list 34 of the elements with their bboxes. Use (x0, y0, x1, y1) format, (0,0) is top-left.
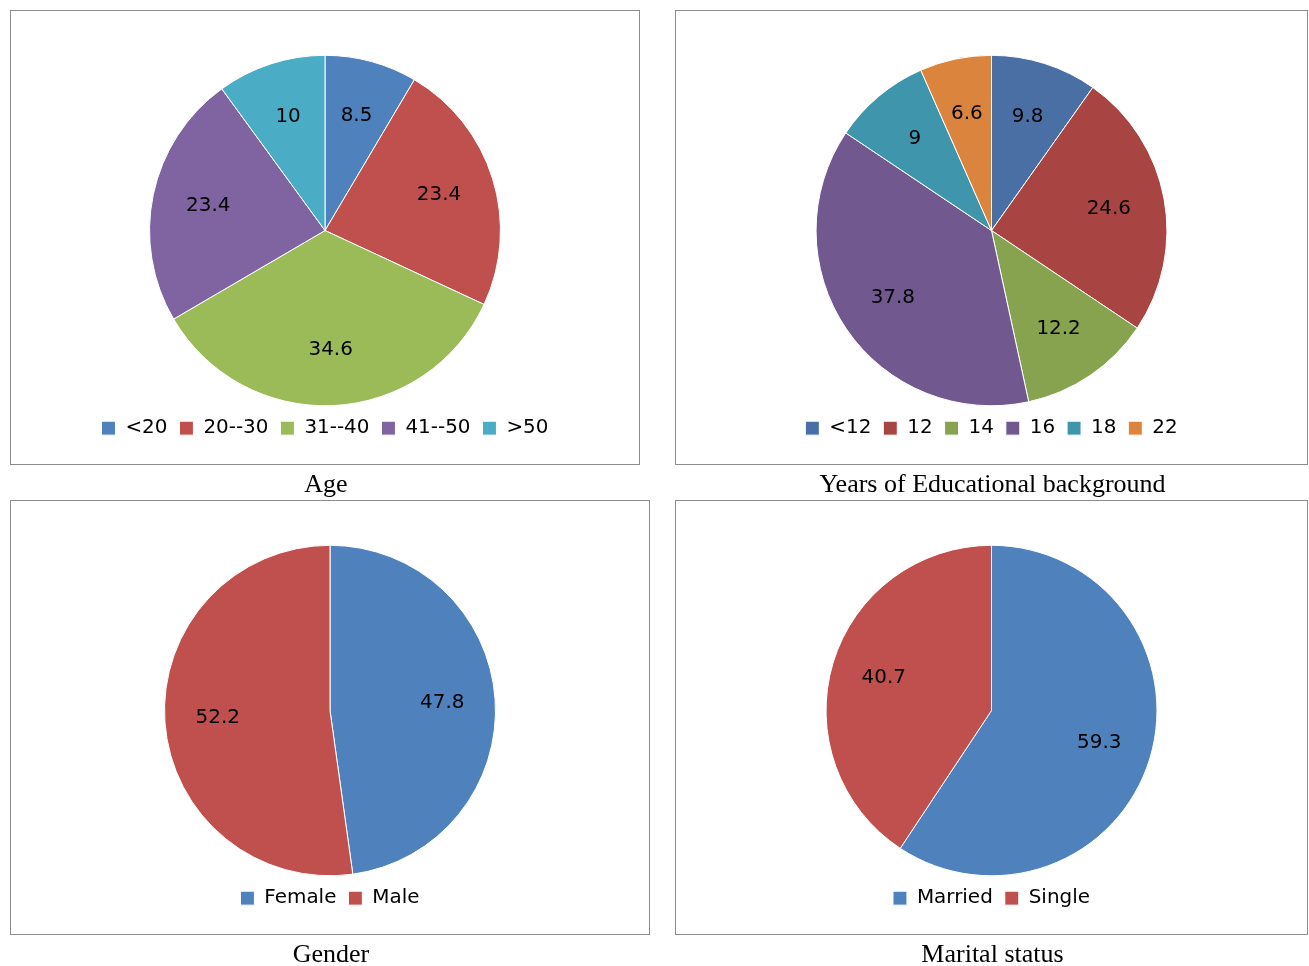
legend-label: 41--50 (405, 415, 471, 439)
legend-label: Male (372, 885, 420, 909)
legend-label: 14 (968, 415, 994, 439)
data-label: 40.7 (861, 665, 906, 689)
data-label: 9 (908, 126, 922, 150)
data-label: 10 (275, 104, 301, 128)
text: Gender (291, 939, 371, 966)
data-label: 52.2 (195, 705, 240, 729)
legend-label: 20--30 (203, 415, 269, 439)
legend-label: 31--40 (304, 415, 370, 439)
legend-label: 16 (1029, 415, 1056, 439)
data-label: 34.6 (308, 336, 353, 360)
data-label: 47.8 (420, 689, 465, 713)
data-label: 59.3 (1077, 730, 1122, 754)
text: Marital status (920, 939, 1065, 966)
legend-label: <12 (829, 415, 872, 439)
data-label: 9.8 (1011, 104, 1044, 128)
legend-label: 22 (1152, 415, 1178, 439)
data-label: 6.6 (951, 101, 983, 125)
text: Years of Educational background (818, 469, 1167, 499)
data-label: 23.4 (186, 193, 231, 217)
text: Age (303, 469, 349, 499)
legend-label: Female (264, 885, 337, 909)
data-label: 37.8 (870, 284, 916, 308)
legend-label: <20 (125, 415, 168, 439)
data-label: 24.6 (1086, 196, 1131, 220)
legend-label: 18 (1091, 415, 1117, 439)
legend-label: >50 (506, 415, 549, 439)
data-label: 8.5 (340, 102, 373, 126)
legend-label: Single (1028, 885, 1090, 909)
legend-label: 12 (907, 415, 933, 439)
data-label: 12.2 (1036, 316, 1081, 340)
data-label: 23.4 (416, 182, 462, 206)
legend-label: Married (916, 885, 993, 909)
